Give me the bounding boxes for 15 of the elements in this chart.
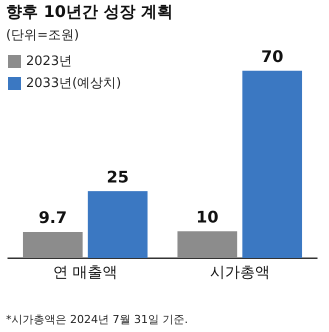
text: *시가총액은 2024년 7월 31일 기준. (6, 312, 188, 327)
bar (22, 232, 83, 258)
bar (242, 70, 302, 258)
chart-title: 향후 10년간 성장 계획 (6, 2, 173, 23)
data-label: 9.7 (38, 208, 67, 228)
data-label: 25 (106, 167, 129, 186)
data-label: 70 (261, 46, 284, 66)
bar (88, 191, 148, 258)
legend-label: 2033년(예상치) (26, 75, 122, 92)
bar (177, 231, 238, 258)
chart-subtitle: (단위=조원) (6, 27, 80, 44)
x-tick-label: 연 매출액 (52, 262, 118, 281)
x-tick-label: 시가총액 (210, 262, 270, 281)
legend-label: 2023년 (26, 53, 72, 70)
data-label: 10 (196, 207, 218, 226)
